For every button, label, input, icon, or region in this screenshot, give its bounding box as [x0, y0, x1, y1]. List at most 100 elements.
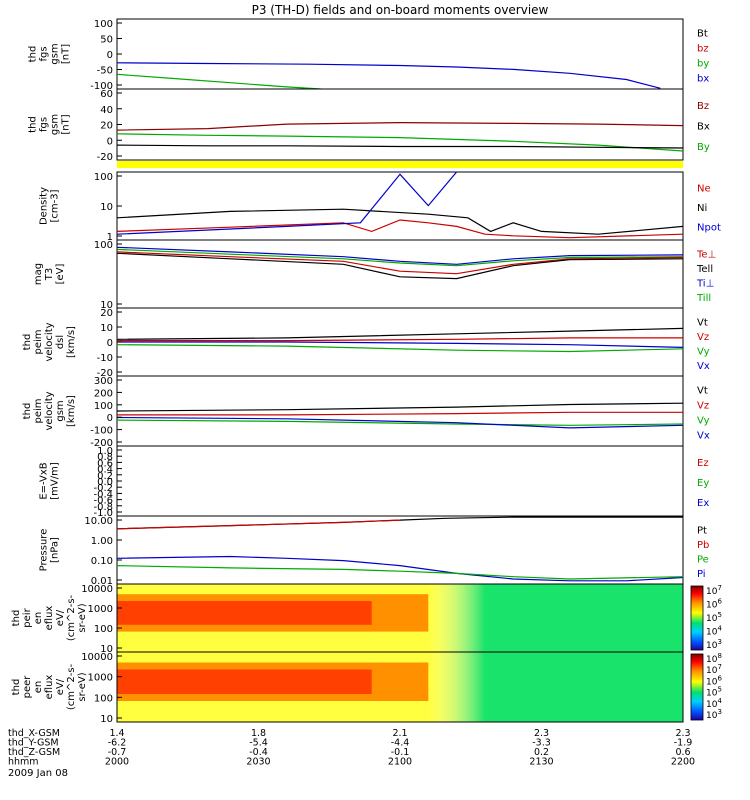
y-axis-label: gsm [50, 43, 61, 64]
x-axis-value: 0.2 [534, 747, 549, 758]
series-Te⊥-line [116, 251, 684, 275]
series-Till-line [116, 248, 684, 267]
y-axis-label: (cm^2-s- [66, 663, 77, 710]
series-Vt-line [116, 402, 684, 412]
legend-entry-bx: bx [697, 74, 709, 85]
y-tick-label: 40 [100, 105, 113, 116]
panel-1: 100 50 0 -50 -100 thd fgs gsm [nT] Bt bz by bx [28, 18, 709, 92]
x-axis-value: 2100 [388, 757, 412, 768]
x-axis-row-label: hhmm [8, 757, 39, 768]
legend-entry-Ne: Ne [697, 184, 711, 195]
panel-7: 1.00.80.60.40.20.0-0.2-0.4-0.6-0.8-1.0 E=… [39, 445, 709, 519]
x-axis-value: -5.4 [249, 738, 268, 749]
panel-frame [116, 375, 684, 447]
x-axis-value: 1.4 [109, 728, 124, 739]
legend-entry-Ti⊥: Ti⊥ [696, 278, 714, 289]
y-axis-label: eV/ [55, 609, 66, 626]
y-tick-label: 20 [100, 121, 113, 132]
series-Vy-line [116, 344, 684, 353]
y-axis-label: sr-eV) [77, 672, 88, 701]
y-axis-label: [nPa] [50, 537, 61, 563]
colorbar-tick-label: 103 [706, 708, 722, 721]
x-axis-value: 2.3 [675, 728, 690, 739]
legend-entry-Vx: Vx [697, 361, 710, 372]
series-Ni-line [116, 208, 684, 235]
y-tick-label: -0.2 [93, 483, 113, 494]
y-tick-label: -1.0 [93, 508, 113, 519]
series-Vz-line [117, 411, 683, 416]
date-label: 2009 Jan 08 [8, 768, 68, 779]
y-axis-label: [km/s] [66, 326, 77, 358]
y-axis-label: thd [11, 679, 22, 696]
y-tick-label: 0.6 [97, 458, 113, 469]
y-axis-label: [cm-3] [50, 189, 61, 222]
y-axis-label: thd [28, 46, 39, 63]
y-axis-label: T3 [44, 268, 55, 281]
legend-entry-Pt: Pt [697, 525, 707, 536]
y-tick-label: 1.00 [91, 536, 113, 547]
y-tick-label: 100 [94, 240, 113, 251]
series-Vx-line [117, 341, 684, 348]
legend-entry-Vz: Vz [697, 401, 709, 412]
x-axis-row-label: thd_Y-GSM [8, 738, 59, 749]
y-tick-label: 10000 [81, 652, 113, 663]
y-tick-label: -0.8 [93, 502, 113, 513]
colorbar-tick-label: 104 [706, 625, 722, 638]
y-axis-label: gsm [55, 400, 66, 421]
y-tick-label: 100 [94, 401, 113, 412]
colorbar-tick-label: 103 [706, 638, 722, 651]
legend-entry-Pe: Pe [697, 554, 709, 565]
y-tick-label: 0.8 [97, 452, 113, 463]
y-axis-label: peim [33, 398, 44, 423]
y-tick-label: 10000 [81, 584, 113, 595]
x-axis-value: -6.2 [108, 738, 127, 749]
series-By-line [116, 133, 684, 152]
y-tick-label: 200 [94, 388, 113, 399]
colorbar-tick-label: 106 [706, 598, 722, 611]
legend-entry-Vz: Vz [697, 332, 709, 343]
y-tick-label: 100 [94, 19, 113, 30]
legend-entry-Vy: Vy [697, 346, 710, 357]
y-axis-label: thd [22, 334, 33, 351]
y-tick-label: 10 [100, 323, 113, 334]
y-axis-label: [nT] [61, 114, 72, 134]
panel-5: 20 10 0 -10 -20 thd peim velocity dsl [km/s] Vt Vz V… [22, 307, 710, 379]
series-Npot-line [116, 171, 458, 235]
legend-entry-Pi: Pi [697, 569, 706, 580]
y-axis-label: Pressure [39, 529, 50, 572]
panel-frame [116, 18, 684, 90]
x-axis-value: 2030 [246, 757, 270, 768]
colorbar [690, 585, 704, 651]
y-tick-label: -100 [90, 81, 113, 92]
y-tick-label: 10.00 [84, 516, 113, 527]
legend-entry-Npot: Npot [697, 222, 721, 233]
x-axis-value: -4.4 [391, 738, 410, 749]
y-tick-label: 0 [107, 338, 113, 349]
legend-entry-Te⊥: Te⊥ [696, 249, 716, 260]
legend-entry-Ex: Ex [697, 498, 709, 509]
y-tick-label: -0.4 [93, 489, 113, 500]
y-axis-label: sr-eV) [77, 603, 88, 632]
y-tick-label: 10 [100, 644, 113, 655]
y-axis-label: dsl [55, 335, 66, 349]
spectrogram-fade [117, 584, 683, 652]
y-tick-label: 60 [100, 89, 113, 100]
spectrogram-fade [117, 652, 683, 722]
y-axis-label: eflux [44, 606, 55, 631]
y-tick-label: 1.0 [97, 446, 113, 457]
panel-3: 100 10 1 Density [cm-3] Ne Ni Npot [39, 171, 721, 243]
y-axis-label: peir [22, 607, 33, 627]
y-axis-label: Density [39, 187, 50, 225]
y-axis-label: [mV/m] [50, 462, 61, 500]
legend-entry-Ey: Ey [697, 478, 709, 489]
panel-4: 100 10 mag T3 [eV] Te⊥ Tell Ti⊥ Till [33, 239, 716, 311]
panel-frame [116, 307, 684, 377]
legend-entry-Pb: Pb [697, 540, 709, 551]
panel-frame [116, 445, 684, 517]
colorbar [690, 653, 704, 721]
y-tick-label: 0.2 [97, 471, 113, 482]
y-tick-label: -0.6 [93, 496, 113, 507]
